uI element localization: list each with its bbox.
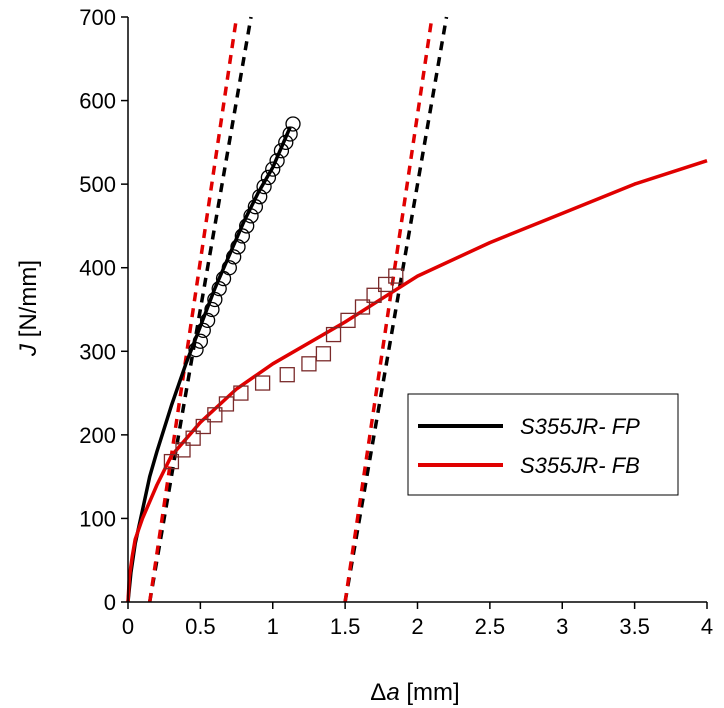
fit-curve-1: [126, 159, 708, 603]
fp-data-point: [252, 189, 268, 205]
fp-data-point: [260, 169, 277, 186]
fp-data-point: [195, 322, 211, 339]
exclusion-line-4: [147, 16, 253, 603]
fp-data-point: [207, 291, 223, 308]
fb-data-point: [325, 326, 342, 343]
x-tick-label: 1: [267, 614, 279, 639]
legend-box: [407, 393, 679, 496]
exclusion-line-5: [147, 16, 239, 603]
y-axis-title-unit: [N/mm]: [15, 260, 42, 344]
y-tick-label: 200: [79, 423, 116, 448]
fp-data-point: [243, 208, 259, 224]
y-tick-label: 0: [104, 590, 116, 615]
fp-data-point: [234, 228, 251, 244]
fp-data-point: [239, 218, 255, 234]
fp-data-point: [192, 333, 209, 349]
legend-label-fb: S355JR- FB: [520, 453, 640, 478]
fb-data-point: [340, 312, 356, 329]
y-tick-label: 600: [79, 89, 116, 114]
fp-data-point: [269, 153, 285, 169]
fp-data-point: [285, 116, 301, 132]
x-tick-label: 1.5: [330, 614, 361, 639]
fb-data-point: [195, 418, 211, 435]
y-axis-title-j: J: [15, 343, 42, 357]
y-tick-label: 500: [79, 172, 116, 197]
fb-data-point: [315, 346, 332, 362]
y-tick-label: 400: [79, 256, 116, 281]
fb-data-point: [354, 299, 371, 315]
y-tick-label: 100: [79, 506, 116, 531]
fp-data-point: [221, 260, 237, 276]
x-axis-title: Δa [mm]: [370, 679, 459, 706]
fp-data-point: [265, 161, 281, 177]
fp-data-point: [278, 134, 294, 151]
x-tick-label: 2: [411, 614, 423, 639]
x-tick-label: 3.5: [619, 614, 650, 639]
legend-label-fp: S355JR- FP: [520, 414, 640, 439]
fb-data-point: [233, 385, 249, 401]
legend: S355JR- FP S355JR- FB: [407, 393, 679, 496]
x-tick-label: 0: [122, 614, 134, 639]
ticks: 0 0.5 1 1.5 2 2.5 3 3.5 4 0 100 200 300 400 500 600 700: [79, 5, 713, 639]
fb-data-point: [388, 268, 404, 284]
fp-data-point: [188, 341, 204, 358]
fp-data-point: [204, 301, 220, 318]
fb-data-point: [378, 276, 394, 293]
y-tick-label: 300: [79, 339, 116, 364]
fp-data-point: [226, 249, 242, 265]
fb-data-point: [185, 430, 201, 446]
fit-curves-layer: [126, 126, 708, 603]
y-axis-title: J [N/mm]: [15, 260, 42, 357]
fb-data-point: [175, 442, 191, 458]
fp-data-point: [230, 239, 246, 255]
exclusion-line-6: [343, 16, 449, 603]
y-tick-label: 700: [79, 5, 116, 30]
fb-data-point: [366, 287, 382, 303]
fp-data-point: [273, 143, 290, 159]
x-axis-title-delta: Δ: [370, 679, 386, 706]
fb-data-point: [207, 407, 223, 423]
fb-data-point: [301, 356, 317, 372]
fb-data-point: [254, 375, 271, 391]
data-markers-layer: [163, 116, 404, 470]
fp-data-point: [211, 280, 227, 297]
fb-data-point: [163, 453, 180, 470]
x-tick-label: 0.5: [185, 614, 216, 639]
fp-data-point: [256, 178, 272, 195]
x-axis-title-unit: [mm]: [400, 679, 460, 706]
exclusion-line-7: [343, 16, 434, 603]
fb-data-point: [279, 367, 295, 383]
fp-data-point: [282, 126, 298, 142]
x-axis-title-a: a: [386, 679, 399, 706]
x-tick-label: 2.5: [475, 614, 506, 639]
x-tick-label: 3: [556, 614, 568, 639]
fp-data-point: [199, 312, 216, 329]
x-tick-label: 4: [701, 614, 713, 639]
exclusion-lines-layer: [147, 16, 449, 603]
fb-data-point: [218, 396, 235, 412]
fp-data-point: [247, 199, 264, 215]
